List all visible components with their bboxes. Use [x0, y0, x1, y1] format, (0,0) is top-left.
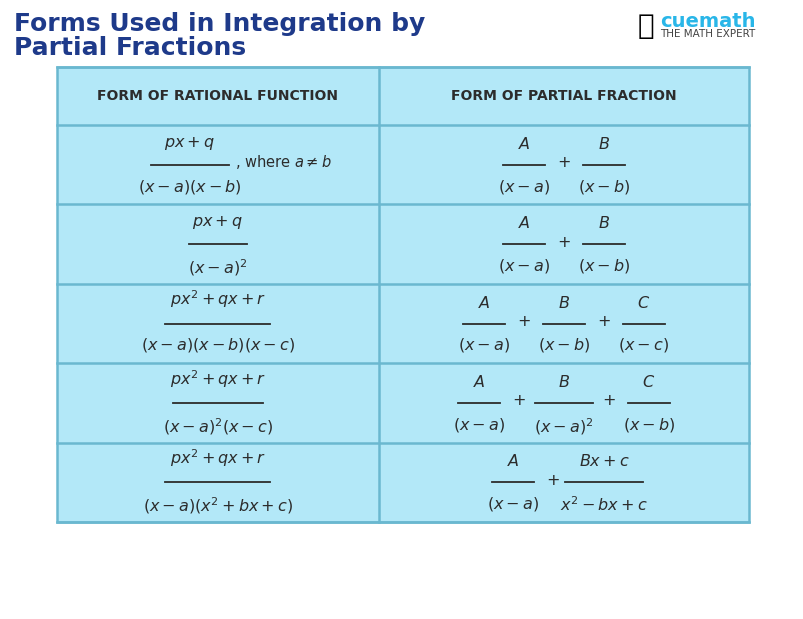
Text: $(x - a)(x^2 + bx + c)$: $(x - a)(x^2 + bx + c)$ [143, 495, 292, 516]
Text: $px^2 + qx + r$: $px^2 + qx + r$ [169, 448, 266, 469]
Text: $x^2 - bx + c$: $x^2 - bx + c$ [560, 495, 647, 514]
Text: $A$: $A$ [517, 136, 530, 152]
Text: , where $a \neq b$: , where $a \neq b$ [234, 153, 331, 171]
Text: $B$: $B$ [597, 215, 609, 231]
Text: $+$: $+$ [556, 235, 570, 249]
Text: $(x - a)^2$: $(x - a)^2$ [188, 257, 247, 278]
Text: FORM OF RATIONAL FUNCTION: FORM OF RATIONAL FUNCTION [97, 89, 338, 103]
Text: $(x - b)$: $(x - b)$ [577, 178, 630, 196]
Text: $(x - a)^2$: $(x - a)^2$ [533, 416, 593, 436]
Text: $A$: $A$ [472, 374, 485, 390]
Text: FORM OF PARTIAL FRACTION: FORM OF PARTIAL FRACTION [450, 89, 676, 103]
Text: $+$: $+$ [512, 394, 525, 409]
Text: $+$: $+$ [597, 314, 610, 329]
Text: $C$: $C$ [637, 295, 650, 311]
Text: $+$: $+$ [516, 314, 530, 329]
Text: Partial Fractions: Partial Fractions [14, 36, 246, 60]
Text: THE MATH EXPERT: THE MATH EXPERT [659, 29, 754, 39]
Text: $B$: $B$ [557, 295, 569, 311]
Text: $C$: $C$ [642, 374, 654, 390]
Text: $(x - a)(x - b)$: $(x - a)(x - b)$ [138, 178, 242, 196]
Text: $(x - b)$: $(x - b)$ [622, 416, 675, 434]
Text: $(x - b)$: $(x - b)$ [537, 337, 589, 355]
Text: $px^2 + qx + r$: $px^2 + qx + r$ [169, 368, 266, 390]
Text: $(x - a)$: $(x - a)$ [452, 416, 504, 434]
Text: Forms Used in Integration by: Forms Used in Integration by [14, 12, 425, 36]
Text: $Bx + c$: $Bx + c$ [578, 453, 629, 469]
Text: $(x - a)^2(x - c)$: $(x - a)^2(x - c)$ [162, 416, 273, 436]
Text: $+$: $+$ [545, 473, 559, 488]
Text: $B$: $B$ [557, 374, 569, 390]
Text: $+$: $+$ [556, 155, 570, 170]
FancyBboxPatch shape [57, 67, 748, 522]
Text: $(x - a)$: $(x - a)$ [457, 337, 509, 355]
Text: $px^2 + qx + r$: $px^2 + qx + r$ [169, 289, 266, 311]
Text: $+$: $+$ [601, 394, 615, 409]
Text: $(x - a)$: $(x - a)$ [487, 495, 538, 513]
Text: $B$: $B$ [597, 136, 609, 152]
Text: 🚀: 🚀 [638, 12, 654, 40]
Text: $px + q$: $px + q$ [192, 214, 243, 231]
Text: $px + q$: $px + q$ [165, 135, 215, 152]
Text: $(x - a)$: $(x - a)$ [497, 257, 549, 275]
Text: $A$: $A$ [506, 453, 519, 469]
Text: $(x - a)(x - b)(x - c)$: $(x - a)(x - b)(x - c)$ [141, 337, 295, 355]
Text: $A$: $A$ [517, 215, 530, 231]
Text: $A$: $A$ [477, 295, 490, 311]
Text: $(x - b)$: $(x - b)$ [577, 257, 630, 275]
Text: cuemath: cuemath [659, 12, 755, 31]
Text: $(x - a)$: $(x - a)$ [497, 178, 549, 196]
Text: $(x - c)$: $(x - c)$ [618, 337, 669, 355]
